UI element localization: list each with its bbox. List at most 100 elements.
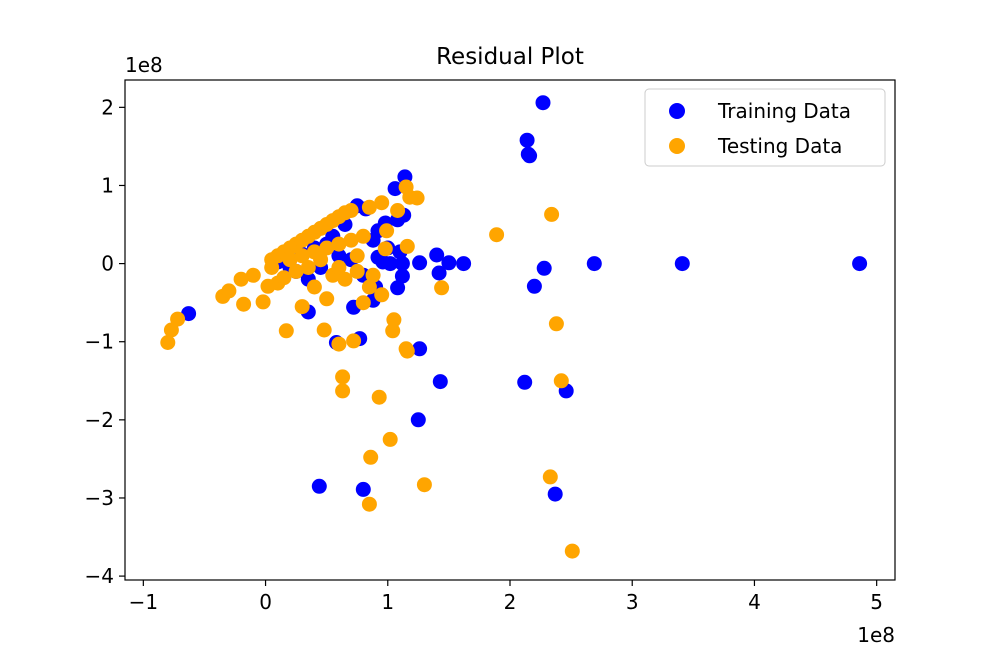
chart-title: Residual Plot	[436, 44, 584, 70]
data-point	[432, 374, 448, 390]
y-tick-label: −2	[85, 408, 114, 432]
data-point	[365, 267, 381, 283]
data-point	[456, 256, 472, 272]
data-point	[374, 287, 390, 303]
data-point	[522, 148, 538, 164]
data-point	[553, 373, 569, 389]
data-point	[361, 199, 377, 215]
data-point	[233, 271, 249, 287]
data-point	[382, 256, 398, 272]
points-layer	[160, 95, 868, 559]
data-point	[431, 265, 447, 281]
data-point	[160, 335, 176, 350]
data-point	[355, 481, 371, 497]
data-point	[374, 195, 390, 211]
legend-label-testing: Testing Data	[717, 134, 842, 158]
data-point	[236, 296, 252, 312]
data-point	[355, 228, 371, 244]
data-point	[337, 271, 353, 287]
data-point	[434, 280, 450, 296]
data-point	[412, 255, 428, 271]
legend-box	[644, 88, 886, 167]
legend: Training Data Testing Data	[644, 88, 886, 167]
data-point	[377, 241, 393, 257]
legend-marker-training	[669, 103, 685, 119]
data-point	[394, 256, 410, 272]
y-tick-label: 1	[101, 173, 114, 197]
x-tick-label: −1	[129, 590, 158, 614]
x-axis: −1 0 1 2 3 4 5	[129, 580, 883, 614]
data-point	[517, 374, 533, 390]
x-tick-label: 0	[259, 590, 272, 614]
data-point	[288, 263, 304, 279]
data-point	[294, 248, 310, 264]
data-point	[278, 323, 294, 339]
data-point	[852, 256, 868, 272]
data-point	[410, 412, 426, 428]
data-point	[335, 383, 351, 399]
data-point	[163, 322, 179, 338]
data-point	[399, 343, 415, 359]
y-tick-label: −3	[85, 486, 114, 510]
data-point	[564, 543, 580, 559]
data-point	[331, 336, 347, 352]
legend-marker-testing	[669, 138, 685, 154]
data-point	[313, 252, 329, 268]
data-point	[429, 247, 445, 263]
data-point	[306, 279, 322, 295]
y-tick-label: 0	[101, 252, 114, 276]
data-point	[535, 95, 551, 111]
data-point	[390, 203, 406, 218]
data-point	[335, 369, 351, 385]
x-tick-label: 1	[381, 590, 394, 614]
x-offset-label: 1e8	[857, 623, 895, 647]
data-point	[379, 223, 395, 239]
x-tick-label: 2	[504, 590, 517, 614]
data-point	[331, 248, 347, 264]
data-point	[386, 312, 402, 328]
series-testing	[160, 179, 580, 559]
data-point	[412, 341, 428, 357]
data-point	[319, 240, 335, 256]
data-point	[674, 256, 690, 272]
data-point	[544, 206, 560, 222]
data-point	[548, 316, 564, 332]
data-point	[255, 294, 271, 310]
data-point	[316, 322, 332, 338]
data-point	[363, 449, 379, 465]
data-point	[264, 260, 280, 275]
data-point	[547, 486, 563, 502]
y-offset-label: 1e8	[125, 53, 163, 77]
legend-label-training: Training Data	[717, 99, 851, 123]
data-point	[311, 478, 327, 494]
y-tick-label: −4	[85, 564, 114, 588]
data-point	[519, 132, 535, 148]
y-tick-label: −1	[85, 330, 114, 354]
data-point	[282, 252, 298, 268]
data-point	[416, 477, 432, 493]
data-point	[331, 260, 347, 275]
data-point	[441, 255, 457, 271]
data-point	[343, 203, 359, 218]
x-tick-label: 4	[748, 590, 761, 614]
data-point	[390, 280, 406, 296]
x-tick-label: 5	[870, 590, 883, 614]
data-point	[382, 431, 398, 447]
data-point	[385, 323, 401, 339]
x-tick-label: 3	[626, 590, 639, 614]
data-point	[170, 311, 186, 327]
data-point	[294, 299, 310, 315]
data-point	[355, 295, 371, 311]
data-point	[542, 469, 558, 485]
data-point	[371, 389, 387, 405]
data-point	[586, 256, 602, 272]
data-point	[349, 263, 365, 279]
data-point	[536, 260, 552, 276]
data-point	[489, 227, 505, 243]
data-point	[319, 291, 335, 307]
data-point	[346, 333, 362, 349]
data-point	[331, 236, 347, 252]
data-point	[343, 232, 359, 248]
data-point	[300, 260, 316, 275]
